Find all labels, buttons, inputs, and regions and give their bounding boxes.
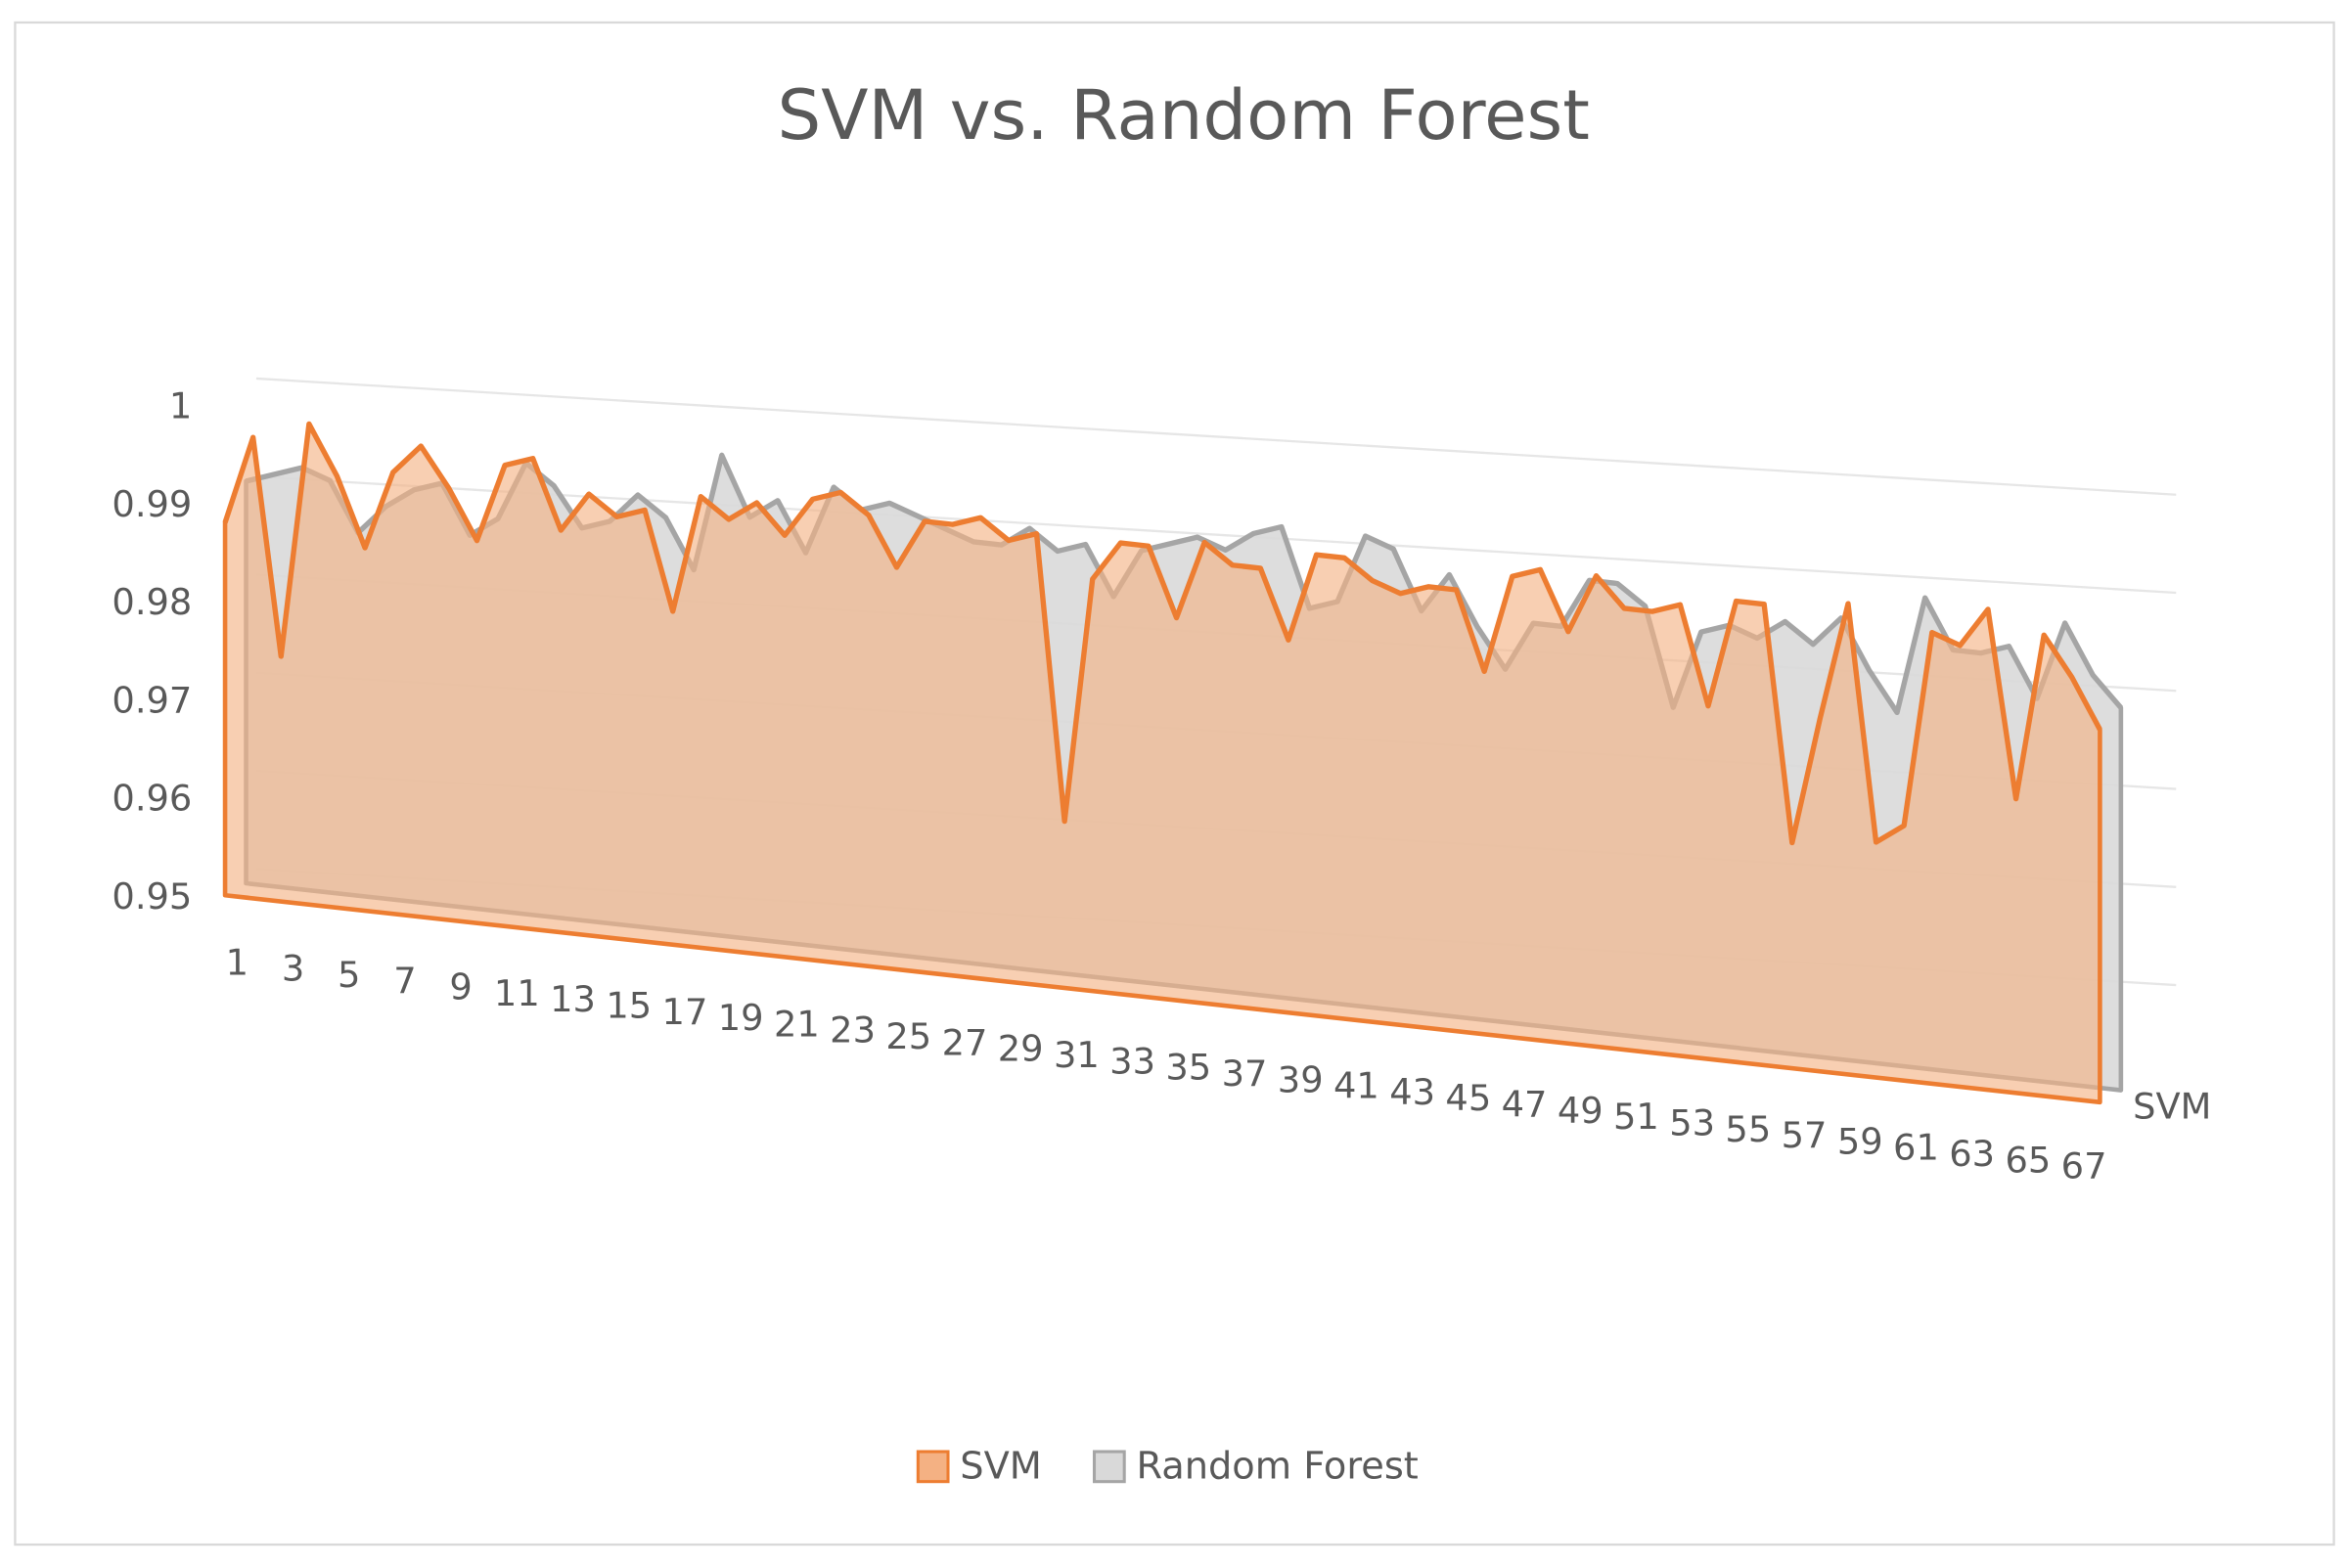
y-tick-label: 0.96 <box>112 778 192 820</box>
series-line <box>222 421 2102 846</box>
y-tick-label: 0.95 <box>112 875 192 918</box>
x-tick-label: 67 <box>2061 1145 2107 1187</box>
x-tick-label: 41 <box>1333 1065 1379 1107</box>
legend-label: SVM <box>960 1444 1042 1488</box>
x-tick-label: 11 <box>494 972 540 1014</box>
x-tick-label: 65 <box>2005 1139 2051 1181</box>
y-tick-label: 0.98 <box>112 581 192 623</box>
x-tick-label: 63 <box>1949 1133 1995 1175</box>
x-tick-label: 19 <box>718 997 764 1039</box>
x-tick-label: 17 <box>662 991 708 1033</box>
x-tick-label: 45 <box>1445 1077 1491 1119</box>
x-tick-label: 13 <box>550 978 596 1020</box>
x-tick-label: 33 <box>1109 1040 1155 1082</box>
x-tick-label: 21 <box>774 1003 820 1045</box>
series-line <box>245 452 2123 716</box>
x-tick-label: 23 <box>830 1009 876 1052</box>
x-tick-label: 25 <box>885 1015 931 1057</box>
x-tick-label: 57 <box>1782 1114 1828 1156</box>
x-tick-label: 61 <box>1893 1127 1939 1169</box>
x-tick-label: 37 <box>1222 1053 1268 1095</box>
x-tick-label: 59 <box>1837 1120 1883 1162</box>
x-tick-label: 15 <box>606 984 652 1026</box>
y-tick-label: 0.99 <box>112 483 192 525</box>
legend-swatch <box>916 1450 950 1484</box>
chart-title: SVM vs. Random Forest <box>778 75 1590 156</box>
x-tick-label: 9 <box>449 966 472 1008</box>
x-tick-label: 39 <box>1278 1058 1324 1100</box>
x-tick-label: 53 <box>1669 1101 1715 1143</box>
legend-swatch <box>1092 1450 1126 1484</box>
x-tick-label: 47 <box>1502 1084 1548 1126</box>
series-axis-label: SVM <box>2133 1085 2211 1127</box>
x-tick-label: 31 <box>1054 1034 1100 1076</box>
x-tick-label: 55 <box>1725 1108 1771 1150</box>
x-tick-label: 3 <box>282 948 304 990</box>
x-tick-label: 29 <box>998 1028 1044 1070</box>
legend-label: Random Forest <box>1136 1444 1418 1488</box>
grid-line <box>255 377 2177 496</box>
x-tick-label: 5 <box>338 954 360 996</box>
x-tick-label: 1 <box>226 941 248 983</box>
x-tick-label: 7 <box>393 960 416 1002</box>
x-tick-label: 27 <box>942 1021 988 1063</box>
x-tick-label: 35 <box>1165 1047 1211 1089</box>
x-tick-label: 51 <box>1613 1096 1659 1138</box>
y-tick-label: 0.97 <box>112 679 192 721</box>
y-tick-label: 1 <box>169 384 192 426</box>
x-tick-label: 49 <box>1558 1090 1604 1132</box>
x-tick-label: 43 <box>1389 1071 1435 1113</box>
grid-line <box>255 475 2177 595</box>
